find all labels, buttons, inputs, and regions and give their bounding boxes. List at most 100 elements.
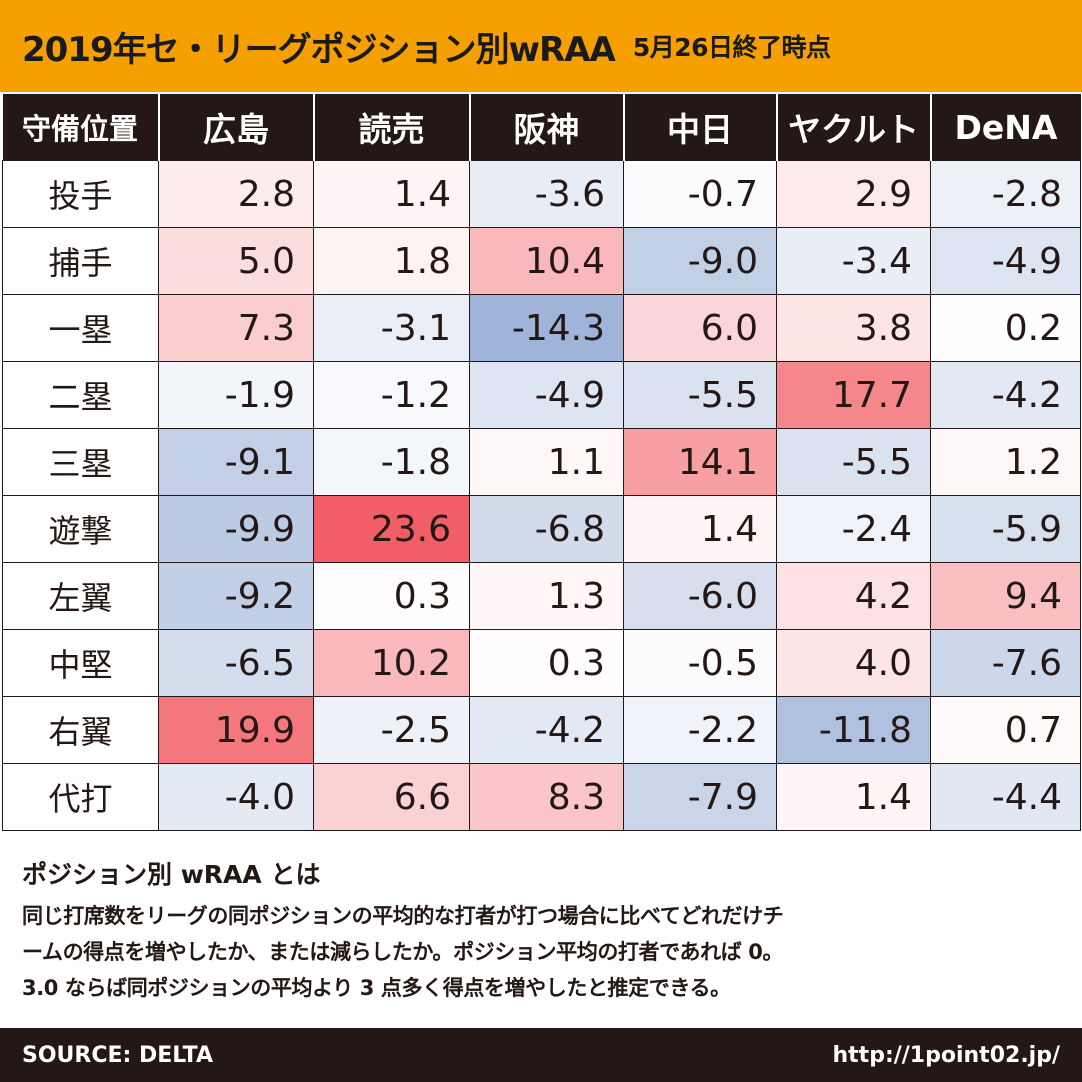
team-header: 中日 (622, 94, 777, 161)
table-row: 投手 2.8 1.4 -3.6 -0.7 2.9 -2.8 (2, 160, 1081, 228)
heatmap-cell: 1.2 (930, 428, 1081, 496)
heatmap-cell: -7.6 (930, 629, 1081, 697)
heatmap-cell: -14.3 (469, 294, 624, 362)
heatmap-cell: -2.2 (623, 696, 777, 764)
heatmap-cell: -3.1 (313, 294, 470, 362)
heatmap-cell: -11.8 (776, 696, 931, 764)
notes-line: 同じ打席数をリーグの同ポジションの平均的な打者が打つ場合に比べてどれだけチ (22, 904, 784, 928)
team-header: 阪神 (468, 94, 624, 161)
heatmap-cell: 1.4 (313, 160, 470, 228)
wraa-table-container: 守備位置 広島 読売 阪神 中日 ヤクルト DeNA 投手 2.8 1.4 -3.6-… (2, 94, 1081, 836)
heatmap-cell: 23.6 (313, 495, 470, 563)
table-row: 三塁 -9.1 -1.8 1.1 14.1 -5.5 1.2 (2, 428, 1081, 496)
heatmap-cell: 1.4 (623, 495, 777, 563)
table-row: 右翼 19.9 -2.5 -4.2 -2.2 -11.8 0.7 (2, 696, 1081, 764)
heatmap-body: 投手 2.8 1.4 -3.6 -0.7 2.9 -2.8 捕手 5.0 1.8 10.4 -9.0-… (2, 160, 1081, 831)
heatmap-cell: -6.5 (158, 629, 314, 697)
heatmap-cell: -2.4 (776, 495, 931, 563)
position-label: 中堅 (2, 629, 159, 697)
heatmap-cell: 0.7 (930, 696, 1081, 764)
heatmap-cell: -4.9 (469, 361, 624, 429)
heatmap-cell: 4.2 (776, 562, 931, 630)
table-row: 左翼 -9.2 0.3 1.3 -6.0 4.2 9.4 (2, 562, 1081, 630)
heatmap-cell: -2.5 (313, 696, 470, 764)
heatmap-cell: -3.4 (776, 227, 931, 295)
notes-body: 同じ打席数をリーグの同ポジションの平均的な打者が打つ場合に比べてどれだけチ ーム… (22, 898, 1062, 1006)
heatmap-cell: -9.1 (158, 428, 314, 496)
footer-bar: SOURCE: DELTA http://1point02.jp/ (0, 1028, 1082, 1082)
position-label: 投手 (2, 160, 159, 228)
heatmap-cell: -9.0 (623, 227, 777, 295)
notes-heading: ポジション別 wRAA とは (22, 860, 321, 889)
position-label: 二塁 (2, 361, 159, 429)
heatmap-cell: -4.2 (930, 361, 1081, 429)
chart-title: 2019年セ・リーグポジション別wRAA (22, 29, 616, 70)
heatmap-cell: 10.4 (469, 227, 624, 295)
title-bar: 2019年セ・リーグポジション別wRAA 5月26日終了時点 (0, 0, 1082, 92)
heatmap-cell: -0.5 (623, 629, 777, 697)
team-header: 読売 (312, 94, 470, 161)
heatmap-cell: 2.9 (776, 160, 931, 228)
heatmap-cell: 6.0 (623, 294, 777, 362)
position-label: 遊撃 (2, 495, 159, 563)
heatmap-cell: 14.1 (623, 428, 777, 496)
notes-line: 3.0 ならば同ポジションの平均より 3 点多く得点を増やしたと推定できる。 (22, 976, 731, 1000)
heatmap-cell: 1.4 (776, 763, 931, 831)
heatmap-cell: 4.0 (776, 629, 931, 697)
heatmap-cell: -6.0 (623, 562, 777, 630)
heatmap-cell: 6.6 (313, 763, 470, 831)
table-row: 捕手 5.0 1.8 10.4 -9.0 -3.4 -4.9 (2, 227, 1081, 295)
heatmap-cell: -3.6 (469, 160, 624, 228)
heatmap-cell: 3.8 (776, 294, 931, 362)
heatmap-cell: 0.2 (930, 294, 1081, 362)
table-row: 遊撃 -9.9 23.6 -6.8 1.4 -2.4 -5.9 (2, 495, 1081, 563)
position-label: 右翼 (2, 696, 159, 764)
wraa-heatmap-table: 守備位置 広島 読売 阪神 中日 ヤクルト DeNA 投手 2.8 1.4 -3.6-… (2, 94, 1081, 831)
team-header: ヤクルト (775, 94, 931, 161)
header-row: 守備位置 広島 読売 阪神 中日 ヤクルト DeNA (2, 94, 1081, 161)
heatmap-cell: -2.8 (930, 160, 1081, 228)
notes-section: ポジション別 wRAA とは 同じ打席数をリーグの同ポジションの平均的な打者が打… (22, 852, 1062, 1006)
position-label: 一塁 (2, 294, 159, 362)
team-header: DeNA (929, 94, 1081, 161)
heatmap-cell: -5.5 (776, 428, 931, 496)
heatmap-cell: -5.5 (623, 361, 777, 429)
source-label: SOURCE: DELTA (22, 1042, 213, 1068)
table-row: 二塁 -1.9 -1.2 -4.9 -5.5 17.7 -4.2 (2, 361, 1081, 429)
heatmap-cell: -1.8 (313, 428, 470, 496)
heatmap-cell: 9.4 (930, 562, 1081, 630)
source-url: http://1point02.jp/ (832, 1042, 1061, 1068)
notes-line: ームの得点を増やしたか、または減らしたか。ポジション平均の打者であれば 0。 (22, 940, 784, 964)
heatmap-cell: -0.7 (623, 160, 777, 228)
heatmap-cell: 0.3 (313, 562, 470, 630)
heatmap-cell: 0.3 (469, 629, 624, 697)
heatmap-cell: 10.2 (313, 629, 470, 697)
heatmap-cell: -4.4 (930, 763, 1081, 831)
heatmap-cell: -1.2 (313, 361, 470, 429)
heatmap-cell: 17.7 (776, 361, 931, 429)
heatmap-cell: 1.8 (313, 227, 470, 295)
heatmap-cell: -5.9 (930, 495, 1081, 563)
position-label: 代打 (2, 763, 159, 831)
heatmap-cell: 19.9 (158, 696, 314, 764)
position-label: 左翼 (2, 562, 159, 630)
chart-subtitle: 5月26日終了時点 (632, 33, 831, 62)
heatmap-cell: 2.8 (158, 160, 314, 228)
heatmap-cell: 1.1 (469, 428, 624, 496)
heatmap-cell: 5.0 (158, 227, 314, 295)
table-row: 中堅 -6.5 10.2 0.3 -0.5 4.0 -7.6 (2, 629, 1081, 697)
heatmap-cell: -4.2 (469, 696, 624, 764)
heatmap-cell: -4.9 (930, 227, 1081, 295)
position-label: 三塁 (2, 428, 159, 496)
table-row: 代打 -4.0 6.6 8.3 -7.9 1.4 -4.4 (2, 763, 1081, 831)
heatmap-cell: -9.2 (158, 562, 314, 630)
heatmap-cell: -1.9 (158, 361, 314, 429)
heatmap-cell: 8.3 (469, 763, 624, 831)
heatmap-cell: -7.9 (623, 763, 777, 831)
position-label: 捕手 (2, 227, 159, 295)
team-header: 広島 (157, 94, 314, 161)
heatmap-cell: -9.9 (158, 495, 314, 563)
heatmap-cell: 7.3 (158, 294, 314, 362)
table-row: 一塁 7.3 -3.1 -14.3 6.0 3.8 0.2 (2, 294, 1081, 362)
corner-header: 守備位置 (2, 94, 159, 161)
